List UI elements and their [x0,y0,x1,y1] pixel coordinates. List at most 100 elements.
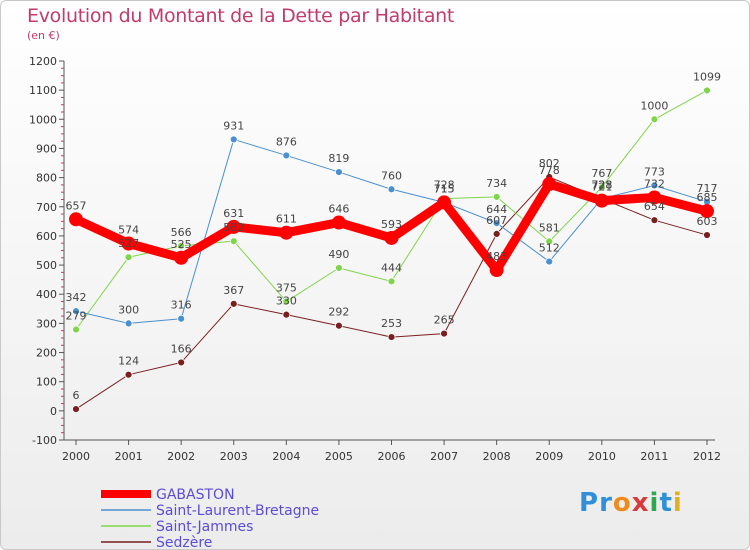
chart-subtitle: (en €) [27,29,60,42]
x-tick-label: 2001 [115,450,143,463]
data-point [489,263,504,278]
x-tick-label: 2000 [62,450,90,463]
data-label: 300 [118,303,139,316]
y-tick-label: 600 [36,230,57,243]
x-tick-label: 2008 [483,450,511,463]
data-point [335,168,343,176]
data-point [650,181,659,190]
data-label: 581 [539,221,560,234]
data-point [492,219,501,227]
data-label: 483 [486,250,507,263]
data-label: 819 [328,152,349,165]
data-point [703,231,711,239]
data-label: 631 [223,207,244,220]
data-point [124,319,133,328]
data-label: 728 [434,179,455,192]
data-point [72,405,80,413]
data-point [437,195,452,210]
data-point [124,370,133,379]
logo-letter: t [659,488,673,518]
data-point [69,212,83,227]
data-label: 760 [381,169,402,182]
data-label: 593 [381,218,402,231]
logo-letter: x [631,488,650,518]
data-point [700,204,714,219]
data-label: 721 [591,181,612,194]
y-tick-label: 700 [36,201,57,214]
data-label: 527 [118,237,139,250]
data-label: 715 [434,182,455,195]
data-label: 1000 [640,99,668,112]
data-point [597,183,606,192]
data-point [335,321,343,330]
data-label: 512 [539,242,560,255]
data-label: 166 [171,342,192,355]
data-point [72,325,80,334]
x-tick-label: 2003 [220,450,248,463]
data-label: 292 [328,306,349,319]
logo-letter: i [649,488,660,518]
data-label: 1099 [693,70,721,83]
data-point [492,192,501,201]
data-point [177,314,186,323]
data-point [542,177,557,192]
data-point [229,237,238,246]
data-point [279,225,294,240]
data-label: 773 [644,165,665,178]
y-tick-label: 1000 [29,113,57,126]
data-point [282,310,291,319]
data-label: 253 [381,317,402,330]
x-tick-label: 2004 [272,450,300,463]
data-point [177,241,186,250]
data-label: 654 [644,200,665,213]
data-point [229,135,238,144]
data-point [387,185,396,194]
data-label: 778 [539,164,560,177]
data-label: 330 [276,295,297,308]
data-label: 124 [118,355,139,368]
data-label: 717 [697,182,718,195]
data-point [226,219,241,234]
data-label: 767 [591,167,612,180]
data-point [282,297,291,306]
y-tick-label: 1200 [29,55,57,68]
data-label: 6 [73,389,80,402]
data-label: 525 [171,238,192,251]
data-point [650,115,659,124]
data-label: 582 [223,221,244,234]
data-label: 607 [486,214,507,227]
data-label: 566 [171,226,192,239]
data-label: 732 [644,177,665,190]
data-point [647,190,662,205]
y-tick-label: 300 [36,317,57,330]
y-tick-label: 800 [36,172,57,185]
data-label: 574 [118,224,139,237]
logo-letter: o [612,488,632,518]
y-tick-label: 400 [36,288,57,301]
y-tick-label: 100 [36,376,57,389]
legend-label: GABASTON [156,487,235,503]
data-label: 444 [381,261,402,274]
legend-label: Saint-Jammes [156,519,253,535]
x-tick-label: 2002 [167,450,195,463]
y-tick-label: 900 [36,142,57,155]
data-label: 734 [486,177,507,190]
y-tick-label: -100 [32,434,57,447]
data-point [545,237,554,246]
data-point [174,250,189,265]
data-point [124,253,133,262]
data-label: 367 [223,284,244,297]
data-point [331,215,346,230]
data-label: 375 [276,282,297,295]
data-label: 657 [66,199,87,212]
x-tick-label: 2007 [430,450,458,463]
logo-letter: r [599,488,613,518]
data-label: 715 [434,182,455,195]
logo-letter: i [672,488,683,518]
data-point [282,151,291,160]
y-tick-label: 0 [50,405,57,418]
data-point [594,193,609,208]
data-point [650,216,659,225]
